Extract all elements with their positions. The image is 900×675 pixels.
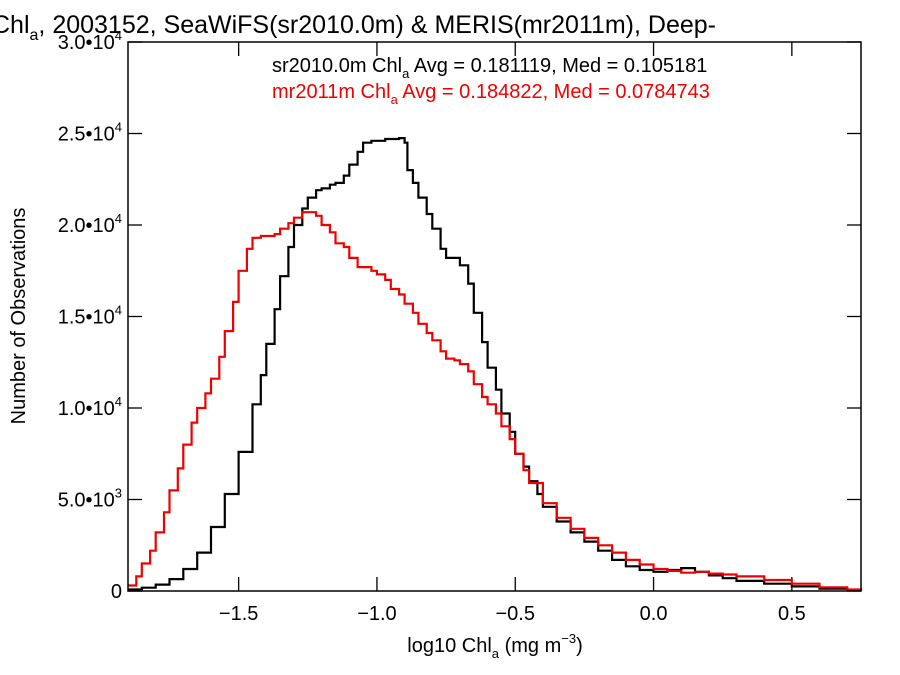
y-tick-label: 0: [111, 581, 122, 603]
y-tick-label: 1.0•104: [58, 394, 122, 420]
x-tick-label: −1.0: [357, 603, 396, 625]
x-axis-label: log10 Chla (mg m−3): [407, 631, 582, 661]
series-line-mr2011m: [128, 211, 863, 591]
series-layer: [128, 137, 863, 591]
x-tick-label: −0.5: [496, 603, 535, 625]
x-tick-label: 0.5: [778, 603, 806, 625]
y-tick-label: 2.5•104: [58, 120, 122, 146]
y-tick-label: 1.5•104: [58, 303, 122, 329]
y-tick-label: 3.0•104: [58, 28, 122, 54]
x-axis-ticks: −1.5 −1.0 −0.5 0.0 0.5: [219, 42, 806, 625]
legend-entry-mr2011: mr2011m Chla Avg = 0.184822, Med = 0.078…: [272, 81, 710, 107]
x-tick-label: −1.5: [219, 603, 258, 625]
y-tick-label: 2.0•104: [58, 211, 122, 237]
legend-entry-sr2010: sr2010.0m Chla Avg = 0.181119, Med = 0.1…: [272, 55, 707, 81]
y-tick-label: 5.0•103: [58, 486, 122, 512]
plot-frame: [127, 41, 862, 592]
series-line-sr2010.0m: [128, 137, 863, 591]
y-axis-label: Number of Observations: [8, 208, 30, 425]
x-tick-label: 0.0: [640, 603, 668, 625]
chart-title: Chla, 2003152, SeaWiFS(sr2010.0m) & MERI…: [0, 11, 716, 44]
y-axis-ticks: 0 5.0•103 1.0•104 1.5•104 2.0•104 2.5•104 3.0•…: [58, 28, 861, 603]
